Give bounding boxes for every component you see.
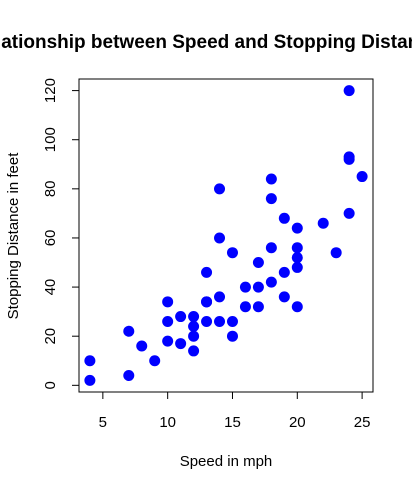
data-point — [317, 217, 329, 229]
data-point — [291, 261, 303, 273]
data-point — [252, 301, 264, 313]
data-point — [188, 345, 200, 357]
data-point — [343, 151, 355, 163]
data-point — [252, 257, 264, 269]
data-point — [201, 315, 213, 327]
data-point — [265, 173, 277, 185]
y-tick-label: 100 — [42, 127, 59, 152]
y-tick-label: 80 — [42, 180, 59, 197]
data-point — [226, 330, 238, 342]
data-point — [201, 296, 213, 308]
data-point — [291, 252, 303, 264]
data-point — [343, 207, 355, 219]
y-tick-label: 0 — [42, 381, 59, 389]
data-point — [265, 276, 277, 288]
data-point — [162, 296, 174, 308]
data-point — [84, 374, 96, 386]
x-axis: 5 10 15 20 25 — [99, 391, 371, 431]
data-point — [188, 320, 200, 332]
data-point — [175, 311, 187, 323]
chart-title: Relationship between Speed and Stopping … — [0, 32, 412, 53]
plot-frame — [78, 78, 374, 393]
data-point — [188, 311, 200, 323]
data-point — [162, 315, 174, 327]
y-tick-label: 60 — [42, 230, 59, 247]
x-tick-label: 15 — [224, 414, 241, 431]
data-point — [291, 222, 303, 234]
data-point — [175, 338, 187, 350]
data-point — [214, 315, 226, 327]
data-point — [188, 330, 200, 342]
y-tick-label: 120 — [42, 78, 59, 103]
data-point — [214, 232, 226, 244]
data-point — [239, 281, 251, 293]
x-tick-label: 20 — [289, 414, 306, 431]
x-tick-label: 10 — [159, 414, 176, 431]
data-point — [136, 340, 148, 352]
data-point — [265, 242, 277, 254]
data-point — [252, 281, 264, 293]
data-point — [226, 247, 238, 259]
data-point — [201, 266, 213, 278]
data-points — [84, 85, 368, 386]
y-tick-label: 40 — [42, 279, 59, 296]
data-point — [278, 291, 290, 303]
data-point — [265, 193, 277, 205]
data-point — [343, 85, 355, 97]
data-point — [214, 291, 226, 303]
x-axis-label: Speed in mph — [180, 453, 273, 470]
data-point — [162, 335, 174, 347]
data-point — [226, 315, 238, 327]
y-tick-label: 20 — [42, 328, 59, 345]
data-point — [291, 301, 303, 313]
x-tick-label: 5 — [99, 414, 107, 431]
x-tick-label: 25 — [354, 414, 371, 431]
data-point — [84, 355, 96, 367]
data-point — [239, 301, 251, 313]
data-point — [356, 171, 368, 183]
data-point — [149, 355, 161, 367]
data-point — [123, 325, 135, 337]
data-point — [278, 212, 290, 224]
y-axis: 0 20 40 60 80 100 120 — [42, 78, 80, 389]
data-point — [123, 369, 135, 381]
y-axis-label: Stopping Distance in feet — [5, 152, 22, 320]
data-point — [330, 247, 342, 259]
data-point — [291, 242, 303, 254]
data-point — [278, 266, 290, 278]
data-point — [214, 183, 226, 195]
